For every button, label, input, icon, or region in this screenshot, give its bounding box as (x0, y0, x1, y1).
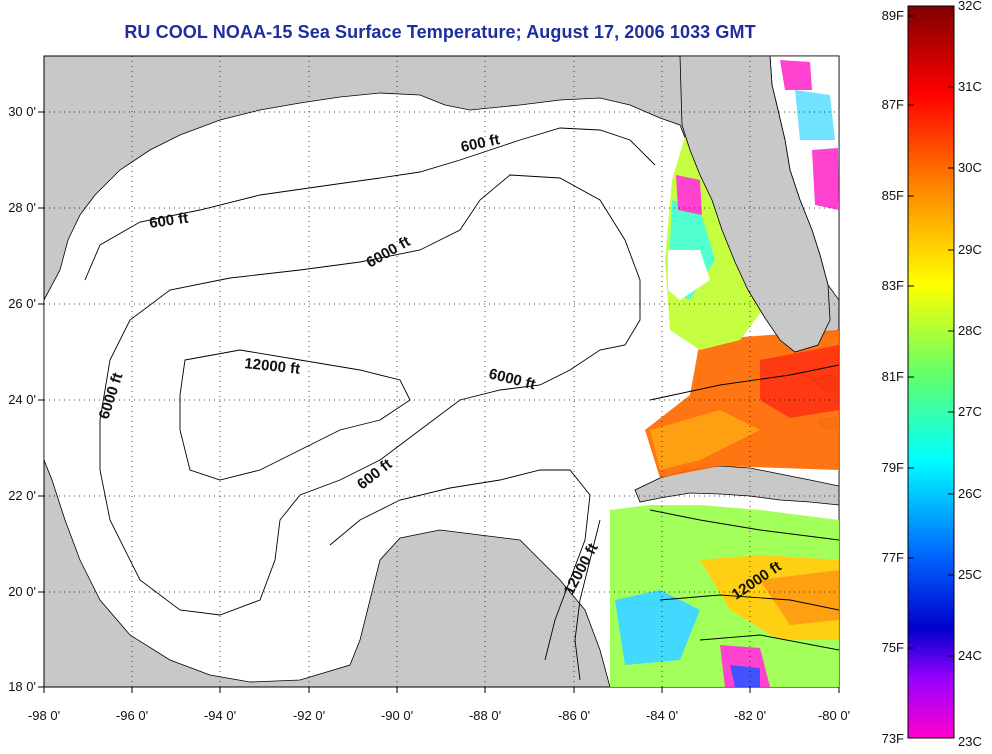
colorbar-f-label: 73F (882, 731, 904, 746)
contour-12000ft-east (574, 519, 601, 681)
isobath-contours (84, 127, 839, 681)
lat-tick-label: 22 0' (8, 488, 36, 503)
colorbar-f-label: 85F (882, 188, 904, 203)
sst-colorbar (907, 5, 955, 739)
colorbar-f-label: 87F (882, 97, 904, 112)
contour-east-swath (649, 364, 839, 651)
colorbar-f-label: 89F (882, 8, 904, 23)
graticule (44, 56, 839, 687)
lon-tick-label: -84 0' (646, 708, 678, 723)
colorbar-c-label: 23C (958, 734, 982, 749)
lat-tick-label: 20 0' (8, 584, 36, 599)
contour-600ft (84, 127, 656, 281)
lon-tick-label: -88 0' (469, 708, 501, 723)
colorbar-f-label: 81F (882, 369, 904, 384)
colorbar-c-label: 28C (958, 323, 982, 338)
lon-tick-label: -96 0' (116, 708, 148, 723)
contour-600ft-yucatan (329, 469, 591, 661)
lat-tick-label: 26 0' (8, 296, 36, 311)
colorbar-c-label: 25C (958, 567, 982, 582)
colorbar-f-label: 77F (882, 550, 904, 565)
colorbar-f-label: 75F (882, 640, 904, 655)
contour-label: 600 ft (148, 210, 189, 232)
colorbar-ticks (908, 5, 954, 657)
lon-tick-label: -86 0' (558, 708, 590, 723)
colorbar-f-label: 83F (882, 278, 904, 293)
colorbar-c-label: 29C (958, 242, 982, 257)
lon-tick-label: -98 0' (28, 708, 60, 723)
contour-6000ft (99, 174, 641, 616)
chart-title: RU COOL NOAA-15 Sea Surface Temperature;… (124, 22, 756, 42)
colorbar-c-label: 30C (958, 160, 982, 175)
contour-12000ft (179, 349, 411, 481)
lat-tick-label: 18 0' (8, 679, 36, 694)
lat-tick-label: 28 0' (8, 200, 36, 215)
colorbar-c-label: 27C (958, 404, 982, 419)
colorbar-c-label: 24C (958, 648, 982, 663)
lat-tick-label: 24 0' (8, 392, 36, 407)
colorbar-c-label: 32C (958, 0, 982, 13)
lat-tick-label: 30 0' (8, 104, 36, 119)
florida-land (679, 56, 831, 353)
lon-tick-label: -80 0' (818, 708, 850, 723)
lon-tick-label: -90 0' (381, 708, 413, 723)
lon-tick-label: -82 0' (734, 708, 766, 723)
colorbar-c-label: 31C (958, 79, 982, 94)
contour-label: 12000 ft (244, 355, 301, 378)
lon-tick-label: -92 0' (293, 708, 325, 723)
colorbar-c-label: 26C (958, 486, 982, 501)
lon-tick-label: -94 0' (204, 708, 236, 723)
axis-tick-marks (38, 111, 840, 693)
colorbar-f-label: 79F (882, 460, 904, 475)
